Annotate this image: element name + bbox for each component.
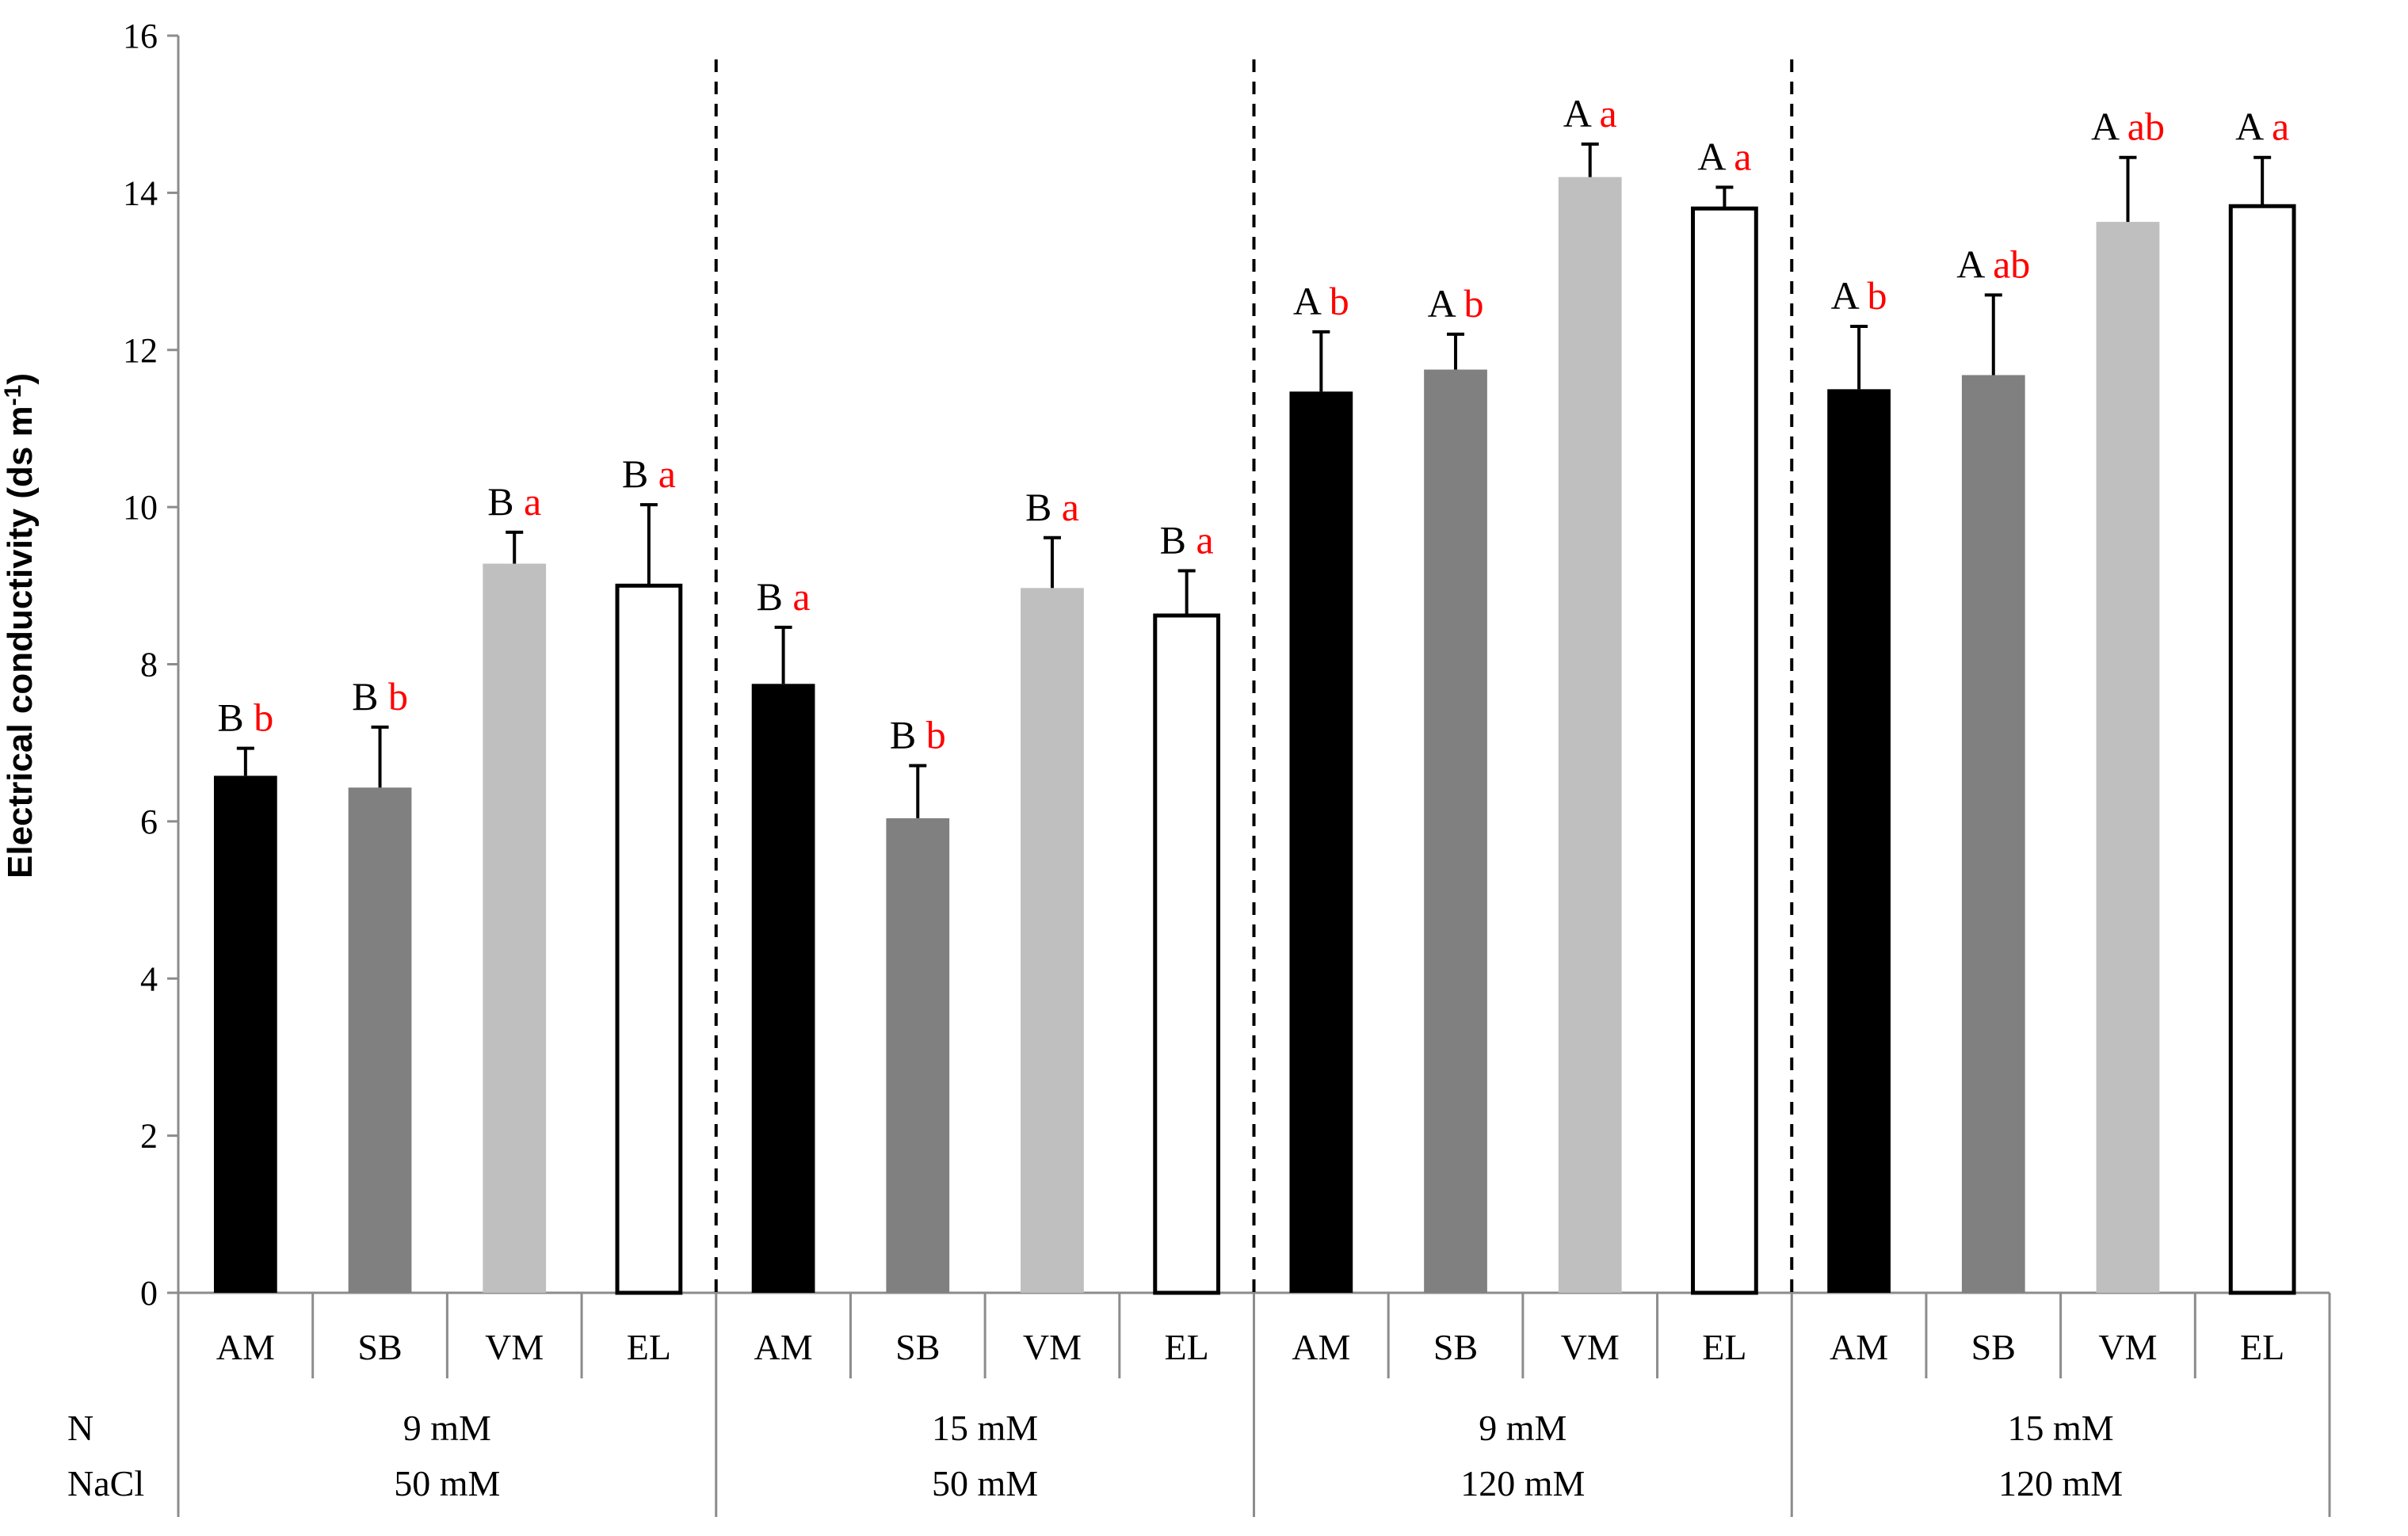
category-label: SB	[357, 1327, 402, 1367]
group-label-n: 15 mM	[932, 1408, 1038, 1448]
y-tick-label: 16	[123, 17, 158, 55]
group-label-n: 15 mM	[2008, 1408, 2114, 1448]
y-tick-label: 8	[140, 646, 158, 684]
bar-sb	[886, 818, 950, 1293]
y-tick-label: 12	[123, 331, 158, 370]
category-label: VM	[1561, 1327, 1620, 1367]
significance-label: B a	[487, 479, 541, 524]
significance-label: A a	[1563, 91, 1617, 135]
x-axis-labels: 9 mM 50 mM AM SB VM EL 15 mM 50 mM AM SB VM EL 9 mM 1…	[216, 1327, 2284, 1504]
bar-sb	[1424, 369, 1487, 1293]
group-label-nacl: 50 mM	[932, 1463, 1038, 1504]
significance-label: A a	[2235, 105, 2289, 149]
category-label: AM	[1830, 1327, 1888, 1367]
group-label-n: 9 mM	[1479, 1408, 1567, 1448]
significance-label: B a	[1025, 485, 1079, 529]
bar-el	[615, 583, 683, 1295]
significance-label: B b	[890, 712, 946, 757]
bar-am	[213, 776, 277, 1293]
group-label-n: 9 mM	[403, 1408, 491, 1448]
category-label: SB	[1971, 1327, 2016, 1367]
category-label: EL	[1702, 1327, 1746, 1367]
significance-label: B a	[622, 452, 676, 496]
category-label: SB	[895, 1327, 940, 1367]
category-label: AM	[754, 1327, 813, 1367]
significance-label: B b	[352, 674, 408, 718]
category-label: EL	[2240, 1327, 2284, 1367]
group-separators	[714, 59, 1794, 1293]
category-label: EL	[1165, 1327, 1209, 1367]
significance-label: A b	[1831, 273, 1887, 318]
bar-el	[1691, 206, 1758, 1295]
significance-label: A a	[1697, 134, 1751, 178]
group-label-nacl: 120 mM	[1460, 1463, 1585, 1504]
category-label: AM	[216, 1327, 275, 1367]
category-label: EL	[627, 1327, 671, 1367]
error-bars	[236, 142, 2272, 818]
y-tick-label: 10	[123, 488, 158, 527]
significance-label: A b	[1428, 281, 1484, 326]
y-tick-label: 6	[140, 802, 158, 841]
significance-label: B a	[1160, 517, 1214, 562]
bar-am	[1827, 389, 1891, 1293]
category-label: VM	[2098, 1327, 2157, 1367]
bar-sb	[348, 787, 412, 1293]
bar-am	[1289, 391, 1353, 1294]
y-axis-title: Electrical conductivity (ds m-1)	[0, 373, 40, 879]
bar-am	[751, 684, 815, 1293]
bar-el	[2228, 204, 2296, 1295]
y-tick-label: 14	[123, 173, 158, 212]
bar-vm	[483, 563, 547, 1293]
y-tick-label: 4	[140, 959, 158, 998]
category-label: SB	[1433, 1327, 1478, 1367]
bar-vm	[1558, 177, 1622, 1294]
bar-vm	[1021, 588, 1084, 1293]
bar-el	[1153, 613, 1221, 1295]
row-label-n: N	[67, 1408, 93, 1448]
group-label-nacl: 50 mM	[394, 1463, 500, 1504]
significance-label: A b	[1293, 279, 1349, 323]
significance-letters: B b B b B a B a B a B b B a B a A b A b A a A a A b A…	[217, 91, 2289, 757]
bar-vm	[2096, 222, 2160, 1294]
group-label-nacl: 120 mM	[1998, 1463, 2123, 1504]
significance-label: A ab	[2091, 105, 2165, 149]
bars	[213, 177, 2296, 1295]
category-label: VM	[1023, 1327, 1082, 1367]
bar-sb	[1961, 375, 2025, 1293]
row-label-nacl: NaCl	[67, 1463, 144, 1504]
significance-label: A ab	[1956, 242, 2030, 286]
category-label: VM	[485, 1327, 544, 1367]
category-label: AM	[1292, 1327, 1350, 1367]
significance-label: B a	[757, 574, 811, 619]
significance-label: B b	[217, 696, 273, 740]
y-tick-label: 2	[140, 1117, 158, 1156]
y-tick-label: 0	[140, 1274, 158, 1313]
